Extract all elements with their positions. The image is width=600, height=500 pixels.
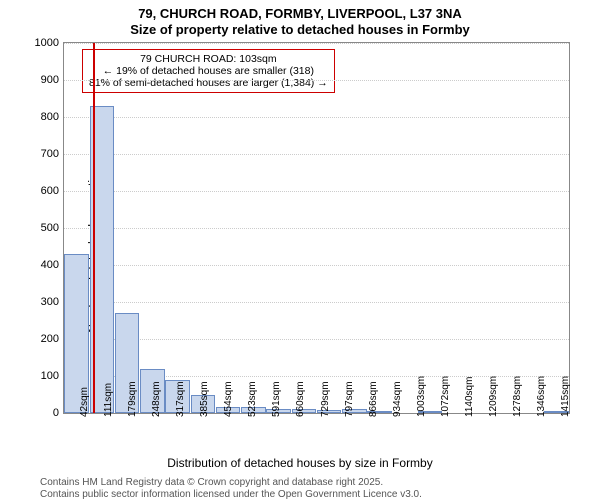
- y-tick-label: 200: [41, 333, 64, 345]
- y-tick-label: 1000: [35, 37, 64, 49]
- gridline: [64, 80, 569, 81]
- x-tick-label: 797sqm: [344, 381, 355, 417]
- x-tick-label: 248sqm: [151, 381, 162, 417]
- y-tick-label: 600: [41, 185, 64, 197]
- x-tick-label: 1278sqm: [512, 376, 523, 417]
- property-marker-line: [93, 43, 95, 413]
- x-tick-label: 179sqm: [127, 381, 138, 417]
- gridline: [64, 302, 569, 303]
- y-tick-label: 800: [41, 111, 64, 123]
- x-tick-label: 42sqm: [79, 387, 90, 417]
- chart-container: 79, CHURCH ROAD, FORMBY, LIVERPOOL, L37 …: [0, 0, 600, 500]
- gridline: [64, 43, 569, 44]
- x-tick-label: 385sqm: [199, 381, 210, 417]
- annotation-box: 79 CHURCH ROAD: 103sqm ← 19% of detached…: [82, 49, 335, 93]
- attribution-line1: Contains HM Land Registry data © Crown c…: [40, 477, 383, 488]
- y-tick-label: 0: [53, 407, 64, 419]
- attribution-line2: Contains public sector information licen…: [40, 489, 422, 500]
- y-tick-label: 300: [41, 296, 64, 308]
- x-tick-label: 317sqm: [175, 381, 186, 417]
- x-tick-label: 454sqm: [223, 381, 234, 417]
- x-axis-label: Distribution of detached houses by size …: [0, 456, 600, 470]
- gridline: [64, 339, 569, 340]
- y-tick-label: 500: [41, 222, 64, 234]
- x-tick-label: 1140sqm: [464, 377, 475, 417]
- gridline: [64, 265, 569, 266]
- chart-plot-area: 79 CHURCH ROAD: 103sqm ← 19% of detached…: [63, 42, 570, 414]
- y-tick-label: 700: [41, 148, 64, 160]
- chart-title-line1: 79, CHURCH ROAD, FORMBY, LIVERPOOL, L37 …: [0, 6, 600, 21]
- x-tick-label: 523sqm: [247, 381, 258, 417]
- gridline: [64, 191, 569, 192]
- gridline: [64, 117, 569, 118]
- x-tick-label: 866sqm: [368, 381, 379, 417]
- annotation-line1: 79 CHURCH ROAD: 103sqm: [89, 53, 328, 65]
- y-tick-label: 100: [41, 370, 64, 382]
- x-tick-label: 934sqm: [392, 381, 403, 417]
- x-tick-label: 1346sqm: [536, 376, 547, 417]
- chart-title-line2: Size of property relative to detached ho…: [0, 22, 600, 37]
- gridline: [64, 228, 569, 229]
- x-tick-label: 729sqm: [320, 381, 331, 417]
- x-tick-label: 1415sqm: [560, 376, 571, 417]
- y-tick-label: 400: [41, 259, 64, 271]
- x-tick-label: 1209sqm: [488, 376, 499, 417]
- gridline: [64, 154, 569, 155]
- y-tick-label: 900: [41, 74, 64, 86]
- annotation-line2: ← 19% of detached houses are smaller (31…: [89, 65, 328, 77]
- annotation-line3: 81% of semi-detached houses are larger (…: [89, 77, 328, 89]
- x-tick-label: 1003sqm: [416, 376, 427, 417]
- x-tick-label: 660sqm: [295, 381, 306, 417]
- x-tick-label: 591sqm: [271, 381, 282, 417]
- x-tick-label: 1072sqm: [440, 376, 451, 417]
- x-tick-label: 111sqm: [103, 383, 114, 417]
